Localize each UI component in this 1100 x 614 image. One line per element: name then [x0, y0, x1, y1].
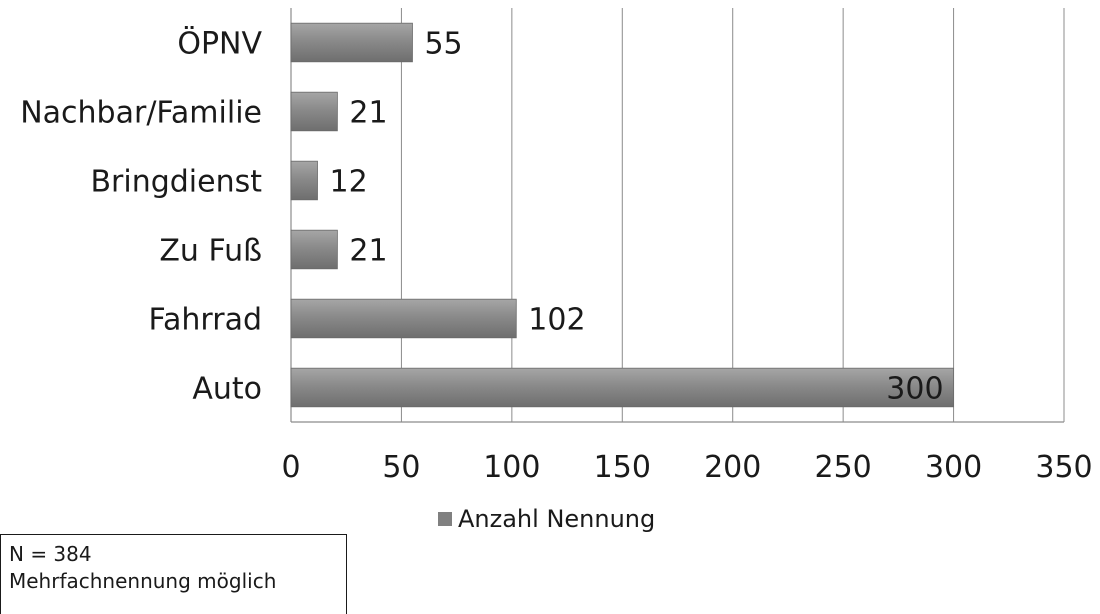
legend-swatch	[438, 512, 452, 526]
bar	[290, 367, 954, 408]
category-label: Zu Fuß	[159, 234, 262, 269]
x-tick-label: 100	[483, 450, 540, 485]
category-label: Bringdienst	[90, 165, 262, 200]
bar	[290, 298, 517, 339]
data-label: 12	[330, 165, 368, 200]
x-tick-label: 200	[704, 450, 761, 485]
data-label: 102	[528, 303, 585, 338]
bar	[290, 160, 318, 201]
data-label: 300	[886, 372, 943, 407]
category-label: Auto	[192, 372, 262, 407]
bar-chart: 0 50 100 150 200 250 300 350 ÖPNV 55 Nachbar/Famil…	[20, 8, 1093, 486]
gridlines	[290, 8, 1065, 423]
data-label: 55	[424, 27, 462, 62]
x-tick-label: 300	[925, 450, 982, 485]
data-label: 21	[349, 234, 387, 269]
note-box: N = 384 Mehrfachnennung möglich	[0, 534, 347, 614]
bar	[290, 22, 413, 63]
x-tick-label: 150	[594, 450, 651, 485]
bars	[290, 22, 954, 408]
x-tick-label: 0	[281, 450, 300, 485]
bar	[290, 91, 338, 132]
x-tick-label: 50	[382, 450, 420, 485]
x-tick-label: 350	[1035, 450, 1092, 485]
category-label: Nachbar/Familie	[20, 96, 262, 131]
category-label: ÖPNV	[177, 26, 262, 62]
x-tick-label: 250	[815, 450, 872, 485]
data-label: 21	[349, 96, 387, 131]
bar	[290, 229, 338, 270]
legend-label: Anzahl Nennung	[458, 505, 656, 533]
legend: Anzahl Nennung	[438, 505, 655, 533]
category-label: Fahrrad	[149, 303, 262, 338]
note-multiple-answers: Mehrfachnennung möglich	[9, 569, 277, 593]
note-sample-size: N = 384	[9, 542, 92, 566]
labels: 0 50 100 150 200 250 300 350 ÖPNV 55 Nachbar/Famil…	[20, 26, 1092, 486]
